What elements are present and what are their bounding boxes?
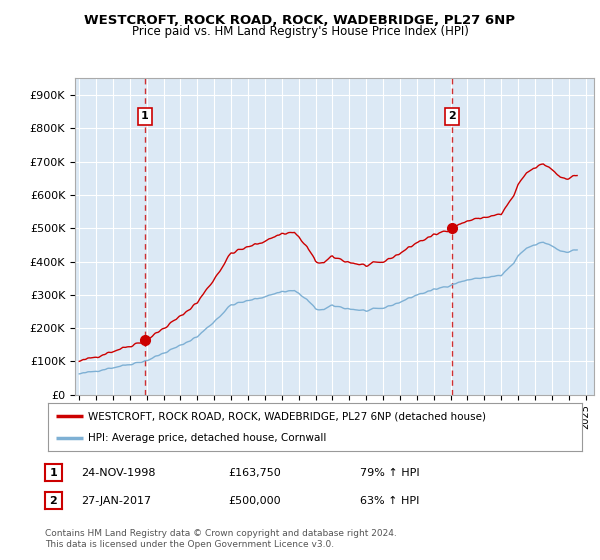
Text: Contains HM Land Registry data © Crown copyright and database right 2024.
This d: Contains HM Land Registry data © Crown c… — [45, 529, 397, 549]
Text: £163,750: £163,750 — [228, 468, 281, 478]
Text: WESTCROFT, ROCK ROAD, ROCK, WADEBRIDGE, PL27 6NP: WESTCROFT, ROCK ROAD, ROCK, WADEBRIDGE, … — [85, 14, 515, 27]
Text: 27-JAN-2017: 27-JAN-2017 — [81, 496, 151, 506]
Text: 24-NOV-1998: 24-NOV-1998 — [81, 468, 155, 478]
Text: 2: 2 — [448, 111, 456, 122]
Text: 1: 1 — [50, 468, 57, 478]
Text: HPI: Average price, detached house, Cornwall: HPI: Average price, detached house, Corn… — [88, 433, 326, 443]
Text: £500,000: £500,000 — [228, 496, 281, 506]
Text: 1: 1 — [141, 111, 149, 122]
Text: Price paid vs. HM Land Registry's House Price Index (HPI): Price paid vs. HM Land Registry's House … — [131, 25, 469, 38]
Text: WESTCROFT, ROCK ROAD, ROCK, WADEBRIDGE, PL27 6NP (detached house): WESTCROFT, ROCK ROAD, ROCK, WADEBRIDGE, … — [88, 411, 486, 421]
Text: 2: 2 — [50, 496, 57, 506]
Text: 63% ↑ HPI: 63% ↑ HPI — [360, 496, 419, 506]
Text: 79% ↑ HPI: 79% ↑ HPI — [360, 468, 419, 478]
